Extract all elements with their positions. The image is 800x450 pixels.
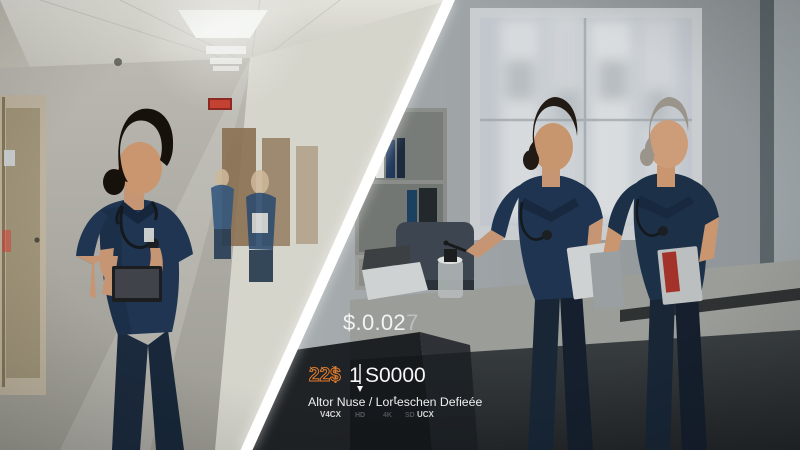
svg-text:4K: 4K [383,412,392,419]
svg-text:V4CX: V4CX [320,410,342,419]
svg-text:HD: HD [355,412,365,419]
svg-text:Altor Nuse / Lorteschen Defieé: Altor Nuse / Lorteschen Defieée [308,393,482,409]
svg-text:UCX: UCX [417,410,435,419]
svg-text:SD: SD [405,412,415,419]
svg-text:S0000: S0000 [365,364,426,387]
svg-text:1: 1 [349,364,361,387]
svg-text:22$: 22$ [309,365,341,386]
svg-text:$.0.027: $.0.027 [343,310,419,335]
